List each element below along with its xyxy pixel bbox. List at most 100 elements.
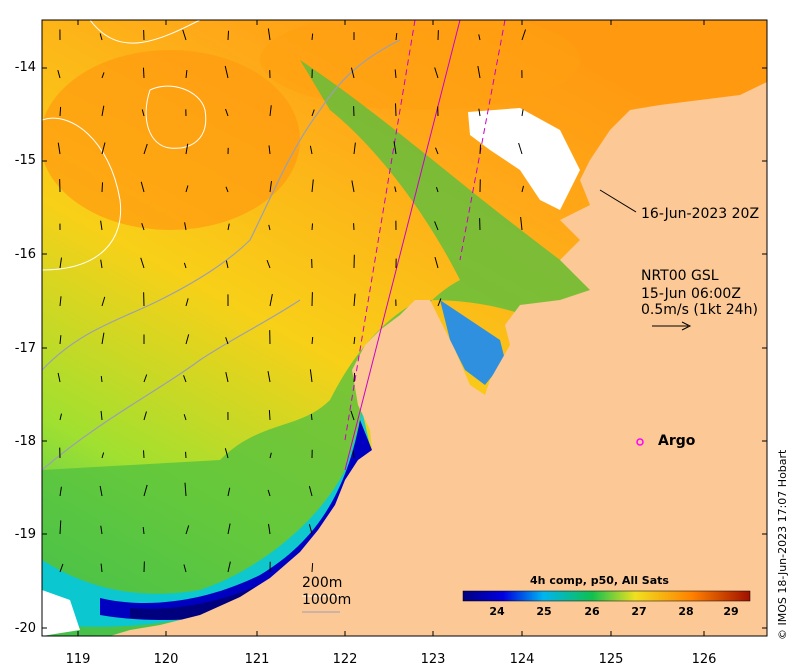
current-vector [225,372,229,383]
pass-time-label: 16-Jun-2023 20Z [641,206,760,222]
x-tick-label: 120 [153,652,179,667]
current-vector [183,262,187,269]
current-vector [143,374,148,383]
current-vector [100,259,103,269]
current-vector [99,33,103,41]
current-vector [143,411,147,421]
cloud-gap [42,590,80,636]
y-tick-label: -19 [14,527,36,542]
current-vector [100,376,103,383]
current-vector [350,410,355,421]
current-vector [57,142,61,155]
current-vector [142,67,145,79]
current-vector [227,487,231,497]
x-tick-label: 123 [420,652,446,667]
current-vector [142,526,145,535]
current-vector [182,29,187,41]
current-vector [185,334,190,345]
contour-200-label: 200m [302,575,343,591]
current-vector [478,108,481,117]
current-vector [521,109,524,117]
contour-1000-label: 1000m [302,592,352,608]
current-vector [143,484,148,497]
current-vector [101,296,106,307]
contour-1000m [42,299,301,471]
current-vector [100,563,103,573]
current-vector [224,65,229,79]
current-vector [59,106,62,117]
credit-text: © IMOS 18-Jun-2023 17:07 Hobart [776,449,789,640]
current-vector [185,143,189,155]
current-vector [520,216,523,231]
current-vector [101,182,104,193]
current-vector [311,563,314,573]
current-vector [225,186,229,193]
y-tick-label: -15 [14,153,36,168]
current-vector [101,105,105,117]
contour-1000m [42,39,401,371]
current-vector [352,450,355,459]
current-vector [59,413,62,421]
current-vector [185,298,189,307]
current-vector [57,70,61,79]
colorbar-bar [462,590,751,602]
y-tick-label: -17 [14,341,36,356]
current-vector [477,65,481,79]
colorbar-tick: 25 [536,605,552,618]
current-vector [143,143,148,155]
current-vector [266,259,271,269]
plot-frame [41,19,768,637]
current-vector [311,179,314,193]
current-vector [100,525,103,535]
satellite-track [344,20,461,471]
warm-patch [260,20,580,110]
current-vector [308,486,313,497]
argo-label: Argo [658,433,696,449]
current-vector [437,298,442,307]
y-tick-label: -20 [14,621,36,636]
current-vector [267,489,271,497]
current-vector [269,180,273,193]
contour-200m [145,85,207,149]
plot-area [42,20,767,636]
x-tick-label: 121 [244,652,270,667]
current-vector [309,145,313,155]
contour-200m [42,117,122,271]
current-vector [394,186,397,193]
current-vector [311,33,314,41]
current-vector [353,372,356,383]
x-tick-label: 124 [509,652,535,667]
current-vector [183,564,187,573]
current-vectors [57,28,527,573]
x-tick-label: 122 [332,652,358,667]
axis-ticks [42,20,767,636]
current-vector [311,109,315,117]
current-vector [225,108,229,117]
current-vector [185,185,189,193]
current-vector [435,147,439,155]
current-vector [185,525,190,535]
x-tick-label: 119 [65,652,91,667]
current-vector [225,337,229,345]
current-vector [184,482,187,497]
current-vector [183,375,187,383]
current-vector [353,336,356,345]
current-vector [269,293,273,307]
current-vector [227,223,230,231]
coastal-green-band [42,60,600,636]
warm-patch [42,50,300,230]
colorbar-tick: 26 [584,605,600,618]
currents-scale-label: 0.5m/s (1kt 24h) [641,302,758,318]
land-mass [110,82,767,636]
colorbar-title: 4h comp, p50, All Sats [530,574,669,587]
current-vector [100,410,103,421]
current-vector [185,70,188,79]
current-vector [59,486,62,497]
current-vector [101,452,105,459]
current-vector [435,187,439,193]
current-vector [353,142,356,155]
current-vector [184,222,187,231]
current-vector [140,257,145,269]
currents-source-label: NRT00 GSL [641,268,719,284]
pass-time-pointer [599,189,637,213]
